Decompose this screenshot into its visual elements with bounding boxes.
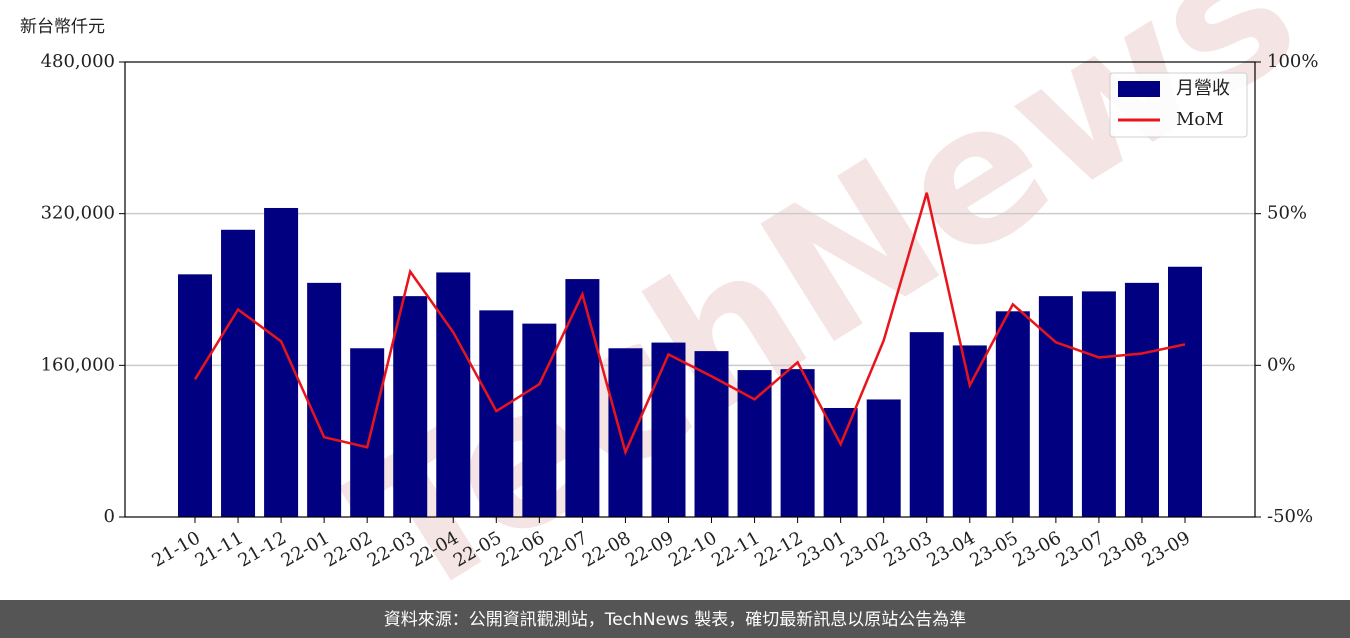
x-tick-label: 22-11	[708, 527, 763, 571]
bar	[866, 399, 901, 517]
bar	[264, 207, 299, 517]
y-axis-label: 新台幣仟元	[20, 17, 105, 37]
x-tick-label: 23-01	[794, 527, 849, 571]
bar	[651, 342, 686, 517]
bar	[436, 272, 471, 517]
bar	[823, 407, 858, 517]
x-tick-label: 21-11	[192, 527, 247, 571]
bar	[350, 348, 385, 517]
y-tick-label: 320,000	[41, 203, 115, 224]
bar	[1081, 291, 1116, 517]
bar	[909, 332, 944, 517]
x-tick-label: 22-01	[278, 527, 333, 571]
bar	[479, 310, 514, 517]
bar	[995, 311, 1030, 517]
x-tick-label: 22-10	[665, 527, 720, 571]
bar	[522, 323, 557, 517]
bar	[608, 348, 643, 517]
y-tick-label: 480,000	[41, 51, 115, 72]
bar	[393, 296, 428, 517]
x-tick-label: 23-03	[880, 527, 935, 571]
plot-frame	[124, 61, 1256, 518]
legend-label: 月營收	[1176, 78, 1230, 99]
y2-tick-label: 50%	[1267, 203, 1307, 224]
bar	[178, 274, 212, 517]
bar	[694, 351, 729, 517]
x-tick-label: 23-02	[837, 527, 892, 571]
x-tick-label: 23-05	[966, 527, 1021, 571]
x-tick-label: 23-07	[1052, 527, 1107, 571]
x-tick-label: 21-10	[149, 527, 204, 571]
x-tick-label: 23-08	[1096, 527, 1151, 571]
x-tick-label: 23-06	[1009, 527, 1064, 571]
footer: 資料來源：公開資訊觀測站，TechNews 製表，確切最新訊息以原站公告為準	[384, 610, 966, 630]
bar	[1168, 266, 1202, 517]
y2-tick-label: 100%	[1267, 51, 1318, 72]
bar	[1038, 296, 1073, 517]
y-tick-label: 0	[104, 506, 115, 527]
x-tick-label: 21-12	[235, 527, 290, 571]
x-tick-label: 22-09	[622, 527, 677, 571]
bar	[780, 369, 815, 517]
bar	[221, 229, 256, 517]
legend-swatch	[1118, 81, 1160, 97]
line	[193, 192, 1186, 456]
bar	[1124, 282, 1159, 517]
x-tick-label: 22-02	[321, 527, 376, 571]
bar	[952, 345, 987, 517]
y2-tick-label: -50%	[1267, 506, 1313, 527]
x-tick-label: 23-04	[923, 527, 978, 571]
legend-label: MoM	[1176, 109, 1224, 130]
y2-tick-label: 0%	[1267, 354, 1296, 375]
y-tick-label: 160,000	[41, 354, 115, 375]
footer-bar	[0, 600, 1350, 638]
x-tick-label: 22-12	[751, 527, 806, 571]
bar	[307, 282, 342, 517]
x-tick-label: 23-09	[1139, 527, 1194, 571]
bar	[565, 279, 600, 517]
